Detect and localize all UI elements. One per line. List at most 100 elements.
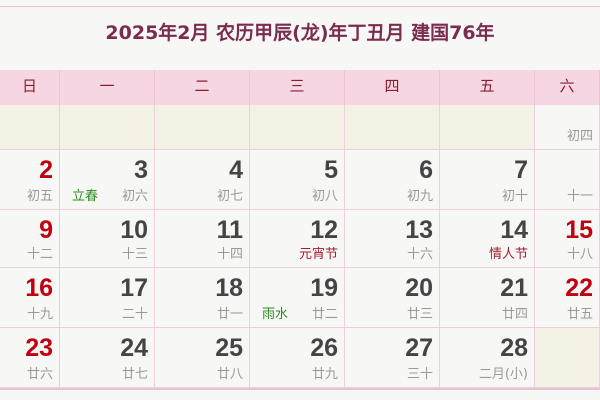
day-cell[interactable]: 28 二月(小)	[440, 328, 535, 388]
lunar-date: 廿二	[311, 307, 338, 322]
day-number: 9	[39, 216, 53, 244]
lunar-date: 初四	[566, 129, 593, 144]
day-number: 22	[565, 274, 593, 302]
empty-cell	[345, 105, 440, 150]
day-cell[interactable]: 14 情人节	[440, 210, 535, 268]
day-number: 12	[310, 216, 338, 244]
day-cell[interactable]: 24 廿七	[60, 328, 155, 388]
lunar-date: 三十	[406, 367, 433, 382]
day-number: 13	[405, 216, 433, 244]
day-cell[interactable]: 20 廿三	[345, 268, 440, 328]
day-number: 11	[216, 216, 243, 244]
lunar-date: 廿一	[216, 307, 243, 322]
day-number: 19	[310, 274, 338, 302]
day-cell[interactable]: 十一	[535, 150, 600, 210]
festival-label: 情人节	[488, 247, 528, 262]
solar-term: 雨水	[262, 307, 289, 322]
day-number: 7	[514, 156, 528, 184]
day-cell[interactable]: 16 十九	[0, 268, 60, 328]
day-cell[interactable]: 3 初六 立春	[60, 150, 155, 210]
empty-cell	[535, 328, 600, 388]
lunar-date: 廿三	[406, 307, 433, 322]
day-cell[interactable]: 6 初九	[345, 150, 440, 210]
empty-cell	[440, 105, 535, 150]
day-cell[interactable]: 21 廿四	[440, 268, 535, 328]
weekday-header	[0, 70, 600, 105]
lunar-date: 廿六	[26, 367, 53, 382]
day-number: 21	[500, 274, 528, 302]
lunar-date: 初八	[311, 189, 338, 204]
day-number: 25	[215, 334, 243, 362]
lunar-date: 廿四	[501, 307, 528, 322]
day-number: 3	[134, 156, 148, 184]
day-number: 24	[120, 334, 148, 362]
empty-cell	[0, 105, 60, 150]
day-cell[interactable]: 22 廿五	[535, 268, 600, 328]
day-cell[interactable]: 初四	[535, 105, 600, 150]
empty-cell	[250, 105, 345, 150]
solar-term: 立春	[72, 189, 99, 204]
day-number: 28	[500, 334, 528, 362]
day-number: 20	[405, 274, 433, 302]
lunar-date: 初七	[216, 189, 243, 204]
day-cell[interactable]: 12 元宵节	[250, 210, 345, 268]
weekday-2: 二	[155, 70, 250, 105]
lunar-date: 十九	[26, 307, 53, 322]
day-cell[interactable]: 9 十二	[0, 210, 60, 268]
weekday-4: 四	[345, 70, 440, 105]
day-number: 23	[25, 334, 53, 362]
festival-label: 元宵节	[298, 247, 338, 262]
day-cell[interactable]: 26 廿九	[250, 328, 345, 388]
day-cell[interactable]: 7 初十	[440, 150, 535, 210]
bottom-divider	[0, 388, 600, 390]
lunar-date: 初五	[26, 189, 53, 204]
day-cell[interactable]: 4 初七	[155, 150, 250, 210]
lunar-date: 初六	[121, 189, 148, 204]
lunar-date: 廿五	[566, 307, 593, 322]
lunar-date: 十二	[26, 247, 53, 262]
day-cell[interactable]: 18 廿一	[155, 268, 250, 328]
day-number: 15	[565, 216, 593, 244]
lunar-date: 二十	[121, 307, 148, 322]
day-cell[interactable]: 19 廿二 雨水	[250, 268, 345, 328]
empty-cell	[60, 105, 155, 150]
weekday-3: 三	[250, 70, 345, 105]
day-number: 26	[310, 334, 338, 362]
top-divider	[0, 6, 600, 7]
day-number: 27	[405, 334, 433, 362]
lunar-date: 廿八	[216, 367, 243, 382]
day-number: 16	[25, 274, 53, 302]
day-cell[interactable]: 10 十三	[60, 210, 155, 268]
day-cell[interactable]: 2 初五	[0, 150, 60, 210]
lunar-date: 廿九	[311, 367, 338, 382]
weekday-1: 一	[60, 70, 155, 105]
day-number: 5	[324, 156, 338, 184]
day-cell[interactable]: 5 初八	[250, 150, 345, 210]
lunar-date: 初九	[406, 189, 433, 204]
calendar-title: 2025年2月 农历甲辰(龙)年丁丑月 建国76年	[105, 22, 495, 44]
day-number: 2	[39, 156, 53, 184]
day-number: 4	[229, 156, 243, 184]
lunar-date: 十四	[216, 247, 243, 262]
lunar-date: 初十	[501, 189, 528, 204]
empty-cell	[155, 105, 250, 150]
day-cell[interactable]: 13 十六	[345, 210, 440, 268]
day-cell[interactable]: 15 十八	[535, 210, 600, 268]
day-cell[interactable]: 11 十四	[155, 210, 250, 268]
weekday-6: 六	[535, 70, 600, 105]
lunar-date: 十六	[406, 247, 433, 262]
lunar-date: 十三	[121, 247, 148, 262]
weekday-5: 五	[440, 70, 535, 105]
lunar-date: 廿七	[121, 367, 148, 382]
day-cell[interactable]: 27 三十	[345, 328, 440, 388]
day-number: 18	[215, 274, 243, 302]
lunar-date: 二月(小)	[478, 367, 528, 382]
day-number: 17	[120, 274, 148, 302]
day-number: 14	[500, 216, 528, 244]
weekday-0: 日	[0, 70, 60, 105]
lunar-date: 十一	[566, 189, 593, 204]
lunar-date: 十八	[566, 247, 593, 262]
day-cell[interactable]: 17 二十	[60, 268, 155, 328]
day-cell[interactable]: 25 廿八	[155, 328, 250, 388]
day-cell[interactable]: 23 廿六	[0, 328, 60, 388]
